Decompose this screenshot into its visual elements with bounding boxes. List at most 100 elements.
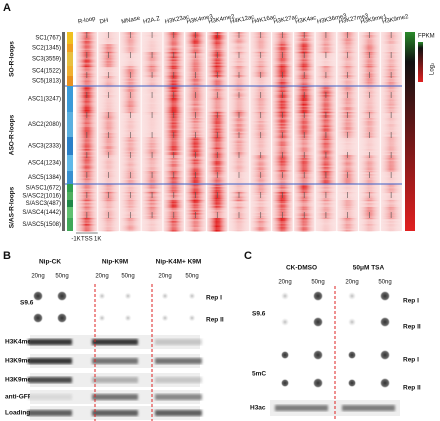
column-label: H3K9me1	[360, 14, 388, 26]
heatmap-cell	[316, 45, 336, 48]
heatmap-cell	[163, 44, 184, 46]
heatmap-cell	[337, 80, 358, 83]
heatmap-cell	[185, 201, 206, 204]
heatmap-cell	[229, 158, 249, 160]
heatmap-cell	[359, 161, 380, 163]
heatmap-cell	[337, 167, 358, 169]
dot	[281, 351, 289, 359]
heatmap-cell	[250, 146, 271, 148]
heatmap-cell	[316, 110, 336, 112]
heatmap-cell	[142, 227, 162, 229]
column-label: R-loop	[77, 16, 96, 26]
heatmap-cell	[207, 185, 228, 188]
heatmap-cell	[316, 180, 336, 182]
dot	[313, 350, 323, 360]
amount-label: 50ng	[121, 274, 134, 280]
heatmap-cell	[120, 146, 141, 148]
heatmap-cell	[142, 149, 162, 151]
heatmap-cell	[316, 184, 336, 186]
heatmap-cell	[98, 101, 119, 103]
heatmap-cell	[359, 165, 380, 168]
heatmap-cell	[229, 104, 249, 106]
heatmap-cell	[77, 168, 97, 171]
heatmap-cell	[77, 228, 97, 231]
heatmap-cell	[120, 79, 141, 81]
heatmap-cell	[272, 80, 293, 83]
heatmap-cell	[120, 227, 141, 229]
band	[28, 358, 72, 364]
heatmap-cell	[77, 125, 97, 128]
heatmap-cell	[142, 159, 162, 162]
heatmap-cell	[77, 187, 97, 189]
heatmap-cell	[207, 101, 228, 103]
heatmap-cell	[185, 87, 206, 90]
heatmap-cell	[207, 178, 228, 181]
heatmap-cell	[316, 87, 336, 90]
heatmap-cell	[229, 144, 249, 147]
heatmap-cell	[163, 108, 184, 111]
panel-label: A	[3, 2, 11, 14]
heatmap-cell	[316, 80, 336, 83]
heatmap-cell	[120, 206, 141, 208]
heatmap-cell	[316, 102, 336, 105]
heatmap-cell	[77, 158, 97, 160]
heatmap-cell	[337, 66, 358, 68]
heatmap-cell	[229, 66, 249, 68]
heatmap-cell	[142, 207, 162, 209]
cluster-label: SC5(1813)	[32, 79, 61, 85]
heatmap-cell	[229, 48, 249, 51]
heatmap-cell	[294, 124, 315, 126]
heatmap-cell	[163, 210, 184, 212]
dot	[98, 292, 106, 300]
heatmap-cell	[381, 50, 401, 52]
heatmap-cell	[163, 141, 184, 144]
heatmap-cell	[185, 146, 206, 148]
heatmap-cell	[163, 165, 184, 168]
heatmap-cell	[250, 201, 271, 204]
heatmap-cell	[316, 158, 336, 160]
heatmap-cell	[359, 104, 380, 106]
heatmap-cell	[359, 62, 380, 65]
heatmap-cell	[120, 222, 141, 225]
column-label: H3K23ac	[164, 14, 189, 25]
heatmap-cell	[359, 101, 380, 103]
dot	[281, 318, 289, 326]
heatmap-cell	[207, 221, 228, 223]
heatmap-cell	[337, 159, 358, 162]
heatmap-cell	[120, 58, 141, 60]
heatmap-cell	[207, 228, 228, 231]
heatmap-cell	[381, 70, 401, 73]
cluster-bar	[67, 76, 73, 86]
sample-label: Nip-K4M+ K9M	[156, 259, 202, 266]
heatmap-cell	[185, 77, 206, 80]
heatmap-cell	[294, 121, 315, 123]
heatmap-cell	[77, 210, 97, 212]
heatmap-cell	[98, 225, 119, 228]
amount-label: 20ng	[158, 274, 171, 280]
heatmap-cell	[142, 64, 162, 66]
heatmap-cell	[185, 64, 206, 66]
heatmap-cell	[294, 147, 315, 150]
heatmap-cell	[120, 59, 141, 62]
heatmap-cell	[294, 190, 315, 192]
heatmap-cell	[142, 198, 162, 200]
heatmap-cell	[316, 101, 336, 103]
heatmap-cell	[163, 124, 184, 126]
heatmap-cell	[185, 124, 206, 126]
heatmap-cell	[77, 143, 97, 145]
heatmap-cell	[359, 171, 380, 173]
heatmap-cell	[250, 110, 271, 112]
dot	[161, 314, 169, 322]
heatmap-cell	[77, 105, 97, 108]
heatmap-cell	[77, 164, 97, 166]
heatmap-cell	[229, 64, 249, 66]
heatmap-cell	[316, 118, 336, 120]
heatmap-cell	[250, 128, 271, 131]
heatmap-cell	[294, 90, 315, 93]
heatmap-cell	[185, 59, 206, 62]
heatmap-cell	[163, 90, 184, 93]
heatmap-cell	[185, 80, 206, 83]
heatmap-cell	[163, 204, 184, 207]
heatmap-cell	[98, 82, 119, 84]
heatmap-cell	[77, 119, 97, 122]
